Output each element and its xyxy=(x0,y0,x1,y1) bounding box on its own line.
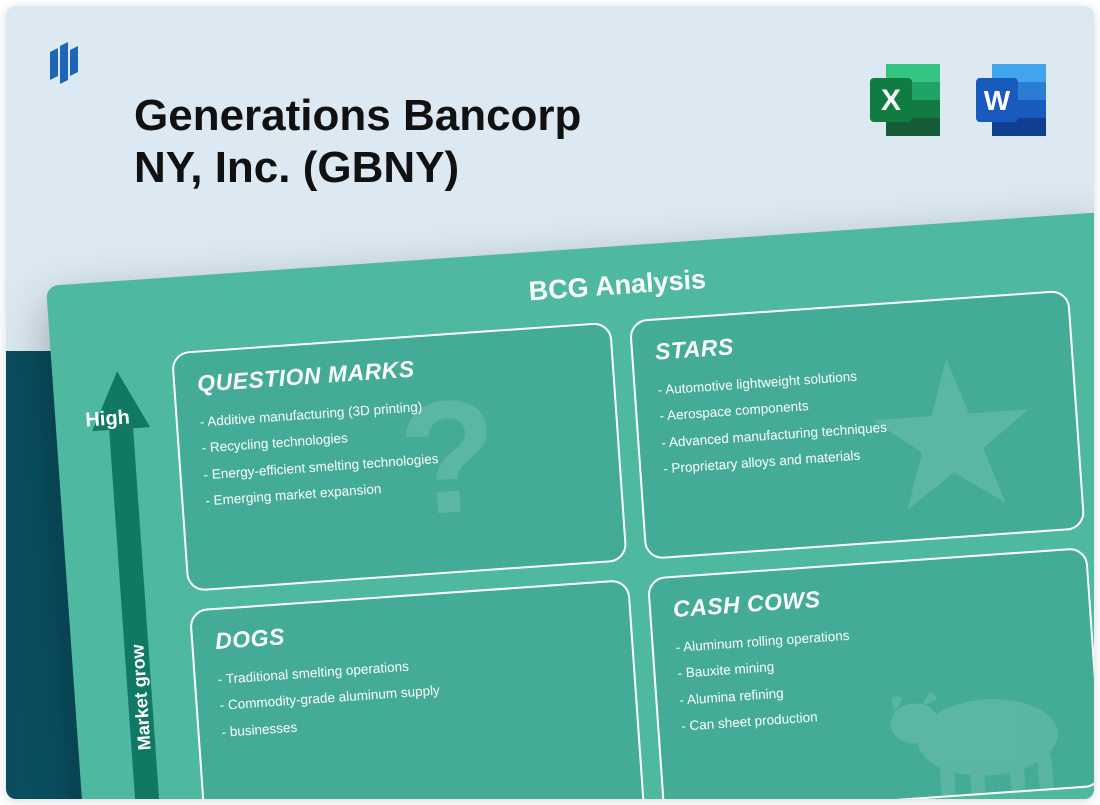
excel-icon: X xyxy=(864,58,948,142)
quadrant-stars: STARS Automotive lightweight solutions A… xyxy=(629,290,1086,560)
quad-items: Traditional smelting operations Commodit… xyxy=(217,640,615,746)
quad-items: Additive manufacturing (3D printing) Rec… xyxy=(199,382,598,514)
title-line1: Generations BancorpNY, Inc. (GBNY) xyxy=(134,91,581,192)
excel-letter: X xyxy=(881,84,901,117)
quadrant-question-marks: ? QUESTION MARKS Additive manufacturing … xyxy=(171,322,628,592)
app-icons-row: X W xyxy=(864,58,1054,142)
bcg-diagram: BCG Analysis High Market grow ? QUESTION… xyxy=(46,212,1094,799)
brand-logo-icon xyxy=(46,40,84,84)
page-title: Generations BancorpNY, Inc. (GBNY) xyxy=(134,90,581,194)
quad-items: Aluminum rolling operations Bauxite mini… xyxy=(675,608,1074,740)
quadrant-cash-cows: CASH COWS Aluminum rolling operations Ba… xyxy=(647,547,1094,799)
quadrant-dogs: DOGS Traditional smelting operations Com… xyxy=(189,579,646,799)
quad-items: Automotive lightweight solutions Aerospa… xyxy=(657,350,1056,482)
word-letter: W xyxy=(984,85,1011,116)
word-icon: W xyxy=(970,58,1054,142)
axis-high-label: High xyxy=(85,407,131,433)
quadrant-grid: ? QUESTION MARKS Additive manufacturing … xyxy=(171,290,1094,799)
card-container: Generations BancorpNY, Inc. (GBNY) X xyxy=(6,6,1094,799)
diagram-card: BCG Analysis High Market grow ? QUESTION… xyxy=(46,212,1094,799)
